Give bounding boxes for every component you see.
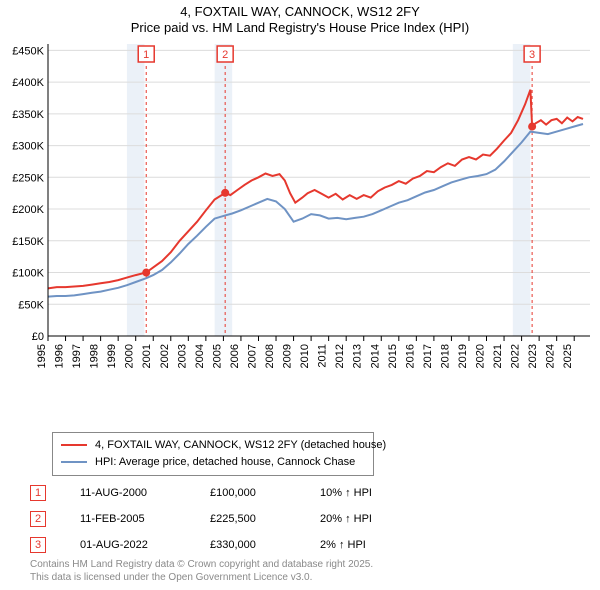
event-pct: 10% ↑ HPI (320, 487, 410, 499)
svg-text:2016: 2016 (404, 344, 416, 368)
event-marker-icon: 1 (30, 485, 46, 501)
svg-text:2008: 2008 (264, 344, 276, 368)
legend-swatch (61, 461, 87, 463)
svg-text:2023: 2023 (527, 344, 539, 368)
svg-text:2006: 2006 (229, 344, 241, 368)
event-price: £330,000 (210, 539, 320, 551)
svg-text:£450K: £450K (12, 45, 44, 57)
svg-text:3: 3 (529, 49, 535, 61)
legend-item: HPI: Average price, detached house, Cann… (61, 454, 365, 471)
svg-text:£400K: £400K (12, 77, 44, 89)
svg-text:2019: 2019 (457, 344, 469, 368)
svg-text:2014: 2014 (369, 344, 381, 368)
svg-text:1996: 1996 (54, 344, 66, 368)
line-chart-svg: £0 £50K £100K £150K £200K £250K £300K £350K £400… (0, 38, 600, 398)
svg-text:2018: 2018 (439, 344, 451, 368)
table-row: 2 11-FEB-2005 £225,500 20% ↑ HPI (30, 506, 410, 532)
table-row: 3 01-AUG-2022 £330,000 2% ↑ HPI (30, 532, 410, 558)
svg-text:1998: 1998 (89, 344, 101, 368)
svg-text:£200K: £200K (12, 204, 44, 216)
svg-text:1997: 1997 (71, 344, 83, 368)
svg-text:2024: 2024 (545, 344, 557, 368)
legend-label: HPI: Average price, detached house, Cann… (95, 454, 355, 471)
svg-text:£150K: £150K (12, 236, 44, 248)
event-date: 11-FEB-2005 (80, 513, 210, 525)
table-row: 1 11-AUG-2000 £100,000 10% ↑ HPI (30, 480, 410, 506)
svg-text:2010: 2010 (299, 344, 311, 368)
chart-container: 4, FOXTAIL WAY, CANNOCK, WS12 2FY Price … (0, 0, 600, 590)
svg-text:£250K: £250K (12, 172, 44, 184)
svg-text:2015: 2015 (387, 344, 399, 368)
svg-text:£350K: £350K (12, 109, 44, 121)
footer-line: This data is licensed under the Open Gov… (30, 571, 373, 584)
svg-text:2009: 2009 (282, 344, 294, 368)
legend-swatch (61, 444, 87, 446)
event-pct: 2% ↑ HPI (320, 539, 410, 551)
svg-text:2003: 2003 (176, 344, 188, 368)
chart-area: £0 £50K £100K £150K £200K £250K £300K £350K £400… (0, 38, 600, 398)
legend-item: 4, FOXTAIL WAY, CANNOCK, WS12 2FY (detac… (61, 437, 365, 454)
footer-attribution: Contains HM Land Registry data © Crown c… (30, 558, 373, 584)
svg-text:2004: 2004 (194, 344, 206, 368)
event-date: 11-AUG-2000 (80, 487, 210, 499)
chart-title-subtitle: Price paid vs. HM Land Registry's House … (0, 20, 600, 35)
event-date: 01-AUG-2022 (80, 539, 210, 551)
chart-titles: 4, FOXTAIL WAY, CANNOCK, WS12 2FY Price … (0, 0, 600, 35)
svg-text:1999: 1999 (106, 344, 118, 368)
svg-text:2000: 2000 (124, 344, 136, 368)
svg-text:£50K: £50K (18, 299, 44, 311)
svg-text:2007: 2007 (246, 344, 258, 368)
svg-text:2: 2 (222, 49, 228, 61)
svg-text:2020: 2020 (475, 344, 487, 368)
legend-label: 4, FOXTAIL WAY, CANNOCK, WS12 2FY (detac… (95, 437, 386, 454)
svg-text:£300K: £300K (12, 141, 44, 153)
svg-text:2005: 2005 (211, 344, 223, 368)
svg-text:2001: 2001 (141, 344, 153, 368)
chart-legend: 4, FOXTAIL WAY, CANNOCK, WS12 2FY (detac… (52, 432, 374, 476)
event-table: 1 11-AUG-2000 £100,000 10% ↑ HPI 2 11-FE… (30, 480, 410, 558)
svg-text:2025: 2025 (562, 344, 574, 368)
event-marker-icon: 2 (30, 511, 46, 527)
svg-text:2011: 2011 (317, 344, 329, 368)
svg-text:2002: 2002 (159, 344, 171, 368)
svg-text:1995: 1995 (36, 344, 48, 368)
svg-text:£100K: £100K (12, 268, 44, 280)
chart-title-address: 4, FOXTAIL WAY, CANNOCK, WS12 2FY (0, 4, 600, 19)
svg-text:2013: 2013 (352, 344, 364, 368)
event-marker-icon: 3 (30, 537, 46, 553)
event-price: £225,500 (210, 513, 320, 525)
footer-line: Contains HM Land Registry data © Crown c… (30, 558, 373, 571)
svg-text:£0: £0 (32, 331, 44, 343)
svg-text:2021: 2021 (492, 344, 504, 368)
svg-text:1: 1 (143, 49, 149, 61)
svg-text:2012: 2012 (334, 344, 346, 368)
event-pct: 20% ↑ HPI (320, 513, 410, 525)
svg-text:2022: 2022 (510, 344, 522, 368)
event-price: £100,000 (210, 487, 320, 499)
svg-text:2017: 2017 (422, 344, 434, 368)
